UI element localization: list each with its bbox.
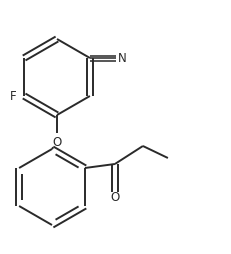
Text: N: N xyxy=(118,52,127,65)
Text: F: F xyxy=(10,89,17,103)
Text: O: O xyxy=(52,135,62,149)
Text: O: O xyxy=(110,191,119,204)
